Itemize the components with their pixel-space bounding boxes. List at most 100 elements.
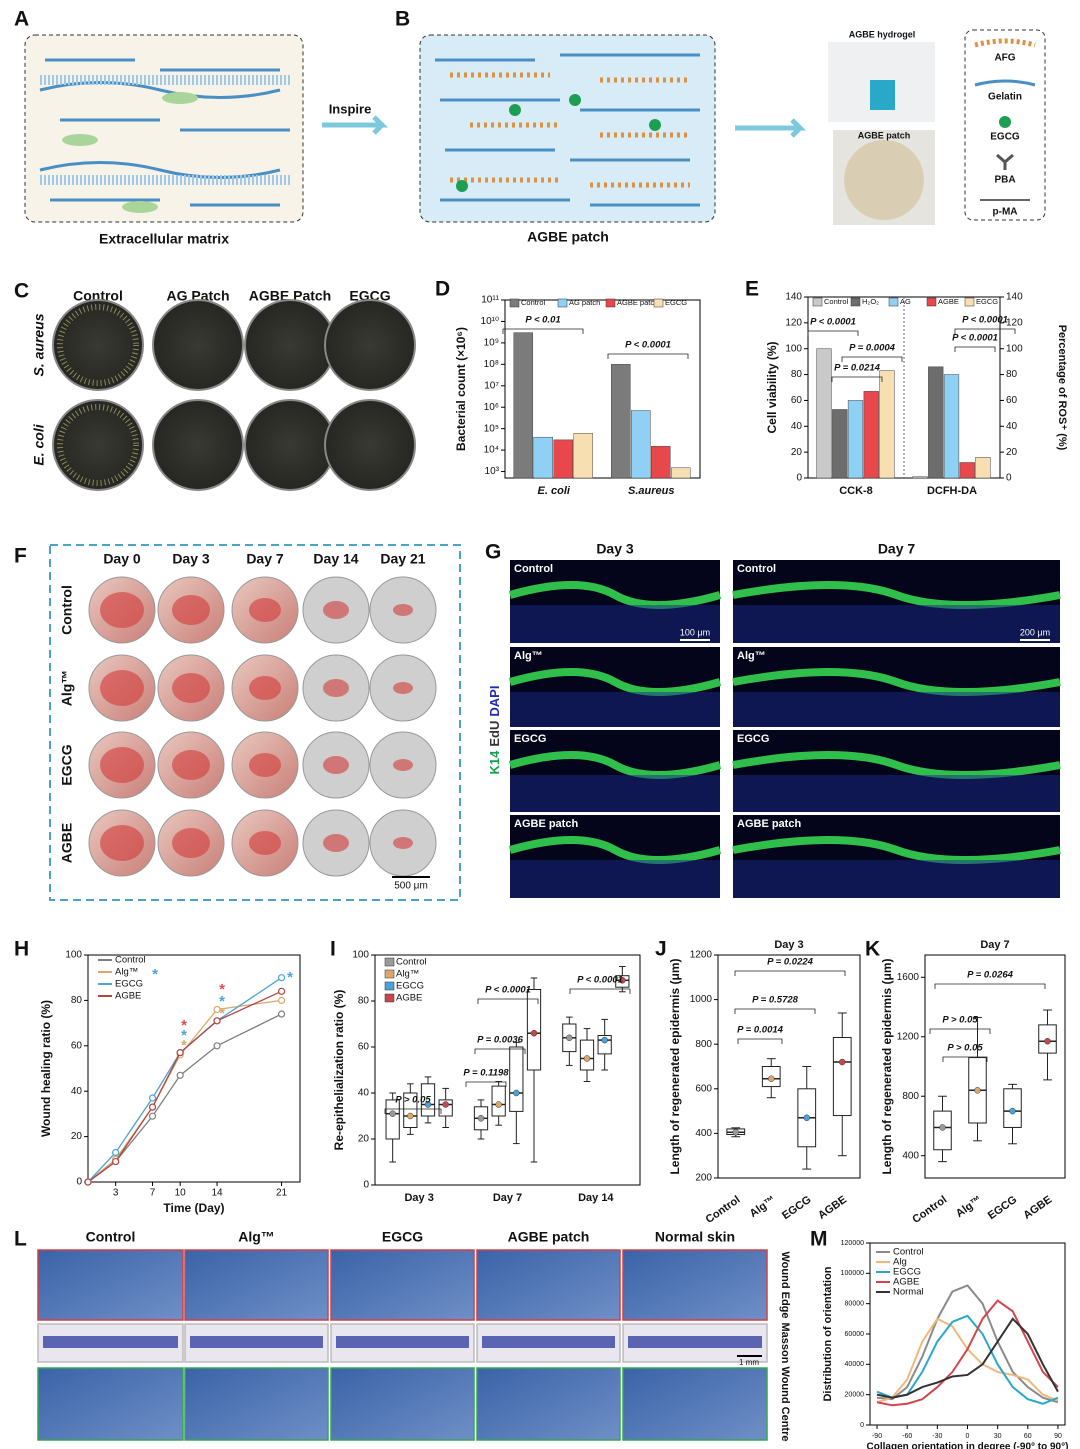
- y-tick-label: 1200: [897, 1031, 920, 1042]
- scale-label: 500 μm: [394, 881, 428, 892]
- box: [491, 1085, 506, 1117]
- median-dot: [1044, 1037, 1051, 1045]
- patch-disc: [844, 140, 924, 220]
- y-tick-label: 80: [358, 996, 370, 1007]
- point: [176, 1049, 184, 1057]
- x-axis-label: Collagen orientation in degree (-90° to …: [867, 1442, 1069, 1449]
- dermis: [510, 860, 720, 898]
- annotation: P < 0.0001: [485, 985, 531, 996]
- dermis: [733, 775, 1060, 812]
- y-tick-label: 10¹⁰: [481, 316, 499, 327]
- y-tick-label: 1600: [897, 972, 920, 983]
- dermis: [733, 860, 1060, 898]
- box: [403, 1092, 418, 1128]
- line: [876, 1299, 1059, 1407]
- wound: [100, 747, 144, 783]
- point: [148, 1103, 157, 1111]
- median-dot: [974, 1087, 981, 1094]
- stain-label: K14 EdU DAPI: [487, 686, 502, 775]
- y-tick-label: 20: [71, 1131, 83, 1142]
- panel-letter: L: [14, 1228, 27, 1251]
- epidermis: [508, 751, 722, 779]
- bracket: [929, 1028, 991, 1034]
- row-label: Alg™: [737, 650, 766, 662]
- bracket: [569, 988, 631, 994]
- histology-image: [184, 1249, 329, 1321]
- plot-frame: [504, 299, 701, 479]
- wound: [249, 831, 281, 855]
- x-tick-label: Day 7: [493, 1192, 522, 1204]
- point: [213, 1005, 221, 1014]
- bar: [943, 374, 960, 479]
- egcg: [569, 94, 581, 106]
- legend-label: EGCG: [893, 1267, 921, 1278]
- x-tick-label: -90: [872, 1433, 882, 1440]
- row-label: S. aureus: [31, 313, 47, 376]
- bar: [975, 457, 991, 479]
- y-tick-label: 10⁹: [484, 338, 499, 349]
- y-tick-label: 0: [76, 1177, 82, 1188]
- y-tick-label: 10¹¹: [481, 295, 499, 306]
- row-label: Alg™: [514, 650, 543, 662]
- legend-label: AGBE patch: [617, 298, 658, 307]
- y-tick-label: 60000: [845, 1331, 865, 1338]
- bar: [533, 436, 554, 479]
- wound: [393, 682, 413, 694]
- point: [112, 1157, 120, 1166]
- wound: [172, 673, 210, 703]
- panel-letter: I: [330, 938, 336, 961]
- legend-swatch: [509, 298, 520, 308]
- y-tick-label: 200: [695, 1173, 712, 1184]
- median-dot: [513, 1089, 520, 1097]
- legend-label: AG: [900, 297, 911, 306]
- bracket: [734, 970, 846, 976]
- x-tick-label: -60: [902, 1433, 912, 1440]
- row-label: AGBE: [59, 823, 75, 863]
- y-tick-label: 10⁴: [484, 445, 499, 456]
- legend-label: Control: [824, 297, 849, 306]
- annotation: P = 0.0004: [849, 343, 896, 354]
- bar: [959, 462, 975, 479]
- annotation: P = 0.5728: [752, 995, 799, 1006]
- panel-letter: F: [14, 545, 27, 568]
- legend-label: Normal: [893, 1287, 924, 1298]
- plot-frame: [374, 954, 641, 1186]
- annotation: *: [219, 981, 225, 998]
- wound: [393, 759, 413, 771]
- legend-label: PBA: [994, 175, 1015, 186]
- panel-letter: D: [435, 278, 450, 301]
- row-label: Control: [59, 585, 75, 635]
- wound: [100, 592, 144, 628]
- gelatin-icon: [974, 79, 1036, 87]
- point: [213, 1017, 221, 1025]
- bar: [912, 476, 928, 479]
- column-label: EGCG: [382, 1229, 423, 1245]
- histology-image: [476, 1249, 621, 1321]
- row-label: AGBE patch: [514, 818, 578, 830]
- line: [876, 1317, 1059, 1399]
- legend-label: AFG: [994, 53, 1015, 64]
- wound: [393, 837, 413, 849]
- x-tick-label: E. coli: [538, 485, 571, 497]
- egcg: [649, 119, 661, 131]
- histology-image: [330, 1367, 475, 1441]
- panel-f-frame: [49, 544, 461, 901]
- bar: [863, 391, 879, 479]
- annotation: P = 0.0014: [737, 1025, 784, 1036]
- petri-dish: [244, 299, 336, 391]
- annotation: *: [219, 993, 225, 1010]
- histology-image: [622, 1249, 768, 1321]
- legend-label: AGBE: [938, 297, 959, 306]
- y-tick-label: 10⁸: [484, 359, 499, 370]
- legend-swatch: [384, 993, 395, 1003]
- legend-label: Gelatin: [988, 92, 1022, 103]
- pba-icon: [996, 153, 1014, 170]
- panel-letter: G: [485, 541, 501, 564]
- dermis: [733, 605, 1060, 643]
- legend-swatch: [926, 297, 937, 307]
- y-tick-label: 800: [902, 1091, 919, 1102]
- legend-box: [964, 29, 1046, 221]
- legend-label: AGBE: [115, 991, 141, 1002]
- legend-label: H₂O₂: [862, 297, 879, 306]
- row-label: Wound Centre: [779, 1367, 791, 1442]
